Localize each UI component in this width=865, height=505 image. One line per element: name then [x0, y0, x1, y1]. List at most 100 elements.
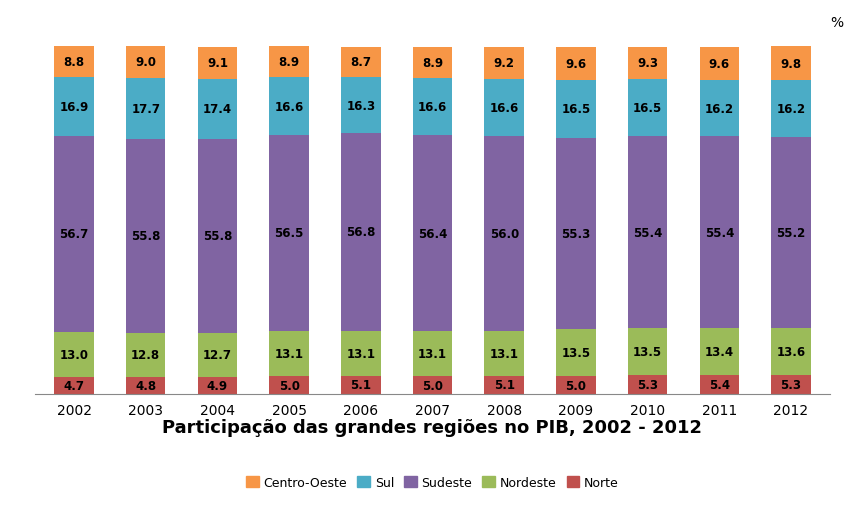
Bar — [772, 47, 811, 81]
Text: 5.0: 5.0 — [422, 379, 443, 392]
Text: 5.0: 5.0 — [566, 379, 586, 392]
Text: 9.3: 9.3 — [638, 57, 658, 70]
Text: 13.5: 13.5 — [633, 346, 662, 359]
Text: 56.5: 56.5 — [274, 227, 304, 240]
Bar — [700, 81, 739, 137]
Text: 9.6: 9.6 — [708, 58, 730, 71]
Bar — [628, 47, 667, 80]
Bar — [54, 333, 93, 378]
Bar — [700, 47, 739, 81]
Text: 4.8: 4.8 — [135, 379, 157, 392]
Text: 13.1: 13.1 — [418, 347, 447, 361]
Text: 9.6: 9.6 — [566, 58, 586, 71]
Bar — [628, 376, 667, 394]
Bar — [198, 140, 237, 333]
Text: 55.3: 55.3 — [561, 228, 591, 240]
Text: 17.4: 17.4 — [203, 103, 232, 116]
Bar — [628, 80, 667, 137]
Text: 13.0: 13.0 — [60, 348, 88, 362]
Bar — [269, 135, 309, 331]
Text: 16.5: 16.5 — [633, 102, 663, 115]
Bar — [341, 331, 381, 376]
Bar — [54, 136, 93, 333]
Bar — [772, 376, 811, 394]
Text: 5.1: 5.1 — [350, 379, 371, 391]
Bar — [198, 48, 237, 79]
Bar — [54, 78, 93, 136]
Text: 16.2: 16.2 — [705, 103, 734, 116]
Text: 5.3: 5.3 — [780, 378, 802, 391]
Bar — [413, 331, 452, 377]
Text: 16.3: 16.3 — [346, 99, 375, 113]
Text: 8.7: 8.7 — [350, 56, 371, 69]
Text: 5.4: 5.4 — [708, 378, 730, 391]
Bar — [269, 78, 309, 135]
Bar — [772, 137, 811, 328]
Text: 55.2: 55.2 — [777, 226, 805, 239]
Text: 13.1: 13.1 — [274, 347, 304, 361]
Bar — [269, 377, 309, 394]
Text: 16.6: 16.6 — [418, 100, 447, 114]
Bar — [341, 376, 381, 394]
Text: 55.8: 55.8 — [131, 230, 160, 243]
Text: 12.8: 12.8 — [131, 348, 160, 362]
Text: 16.5: 16.5 — [561, 104, 591, 116]
Bar — [54, 47, 93, 78]
Text: %: % — [830, 16, 843, 30]
Bar — [556, 81, 596, 138]
Text: 16.2: 16.2 — [777, 103, 805, 116]
Bar — [269, 47, 309, 78]
Bar — [700, 375, 739, 394]
Bar — [556, 377, 596, 394]
Bar — [126, 333, 165, 377]
Text: 56.7: 56.7 — [60, 228, 88, 241]
Text: 9.8: 9.8 — [780, 58, 802, 71]
Bar — [556, 138, 596, 330]
Text: 16.6: 16.6 — [274, 100, 304, 113]
Text: 55.4: 55.4 — [633, 226, 663, 239]
Bar — [484, 331, 524, 376]
Text: 9.1: 9.1 — [207, 57, 227, 70]
Bar — [772, 328, 811, 376]
Text: 13.1: 13.1 — [346, 347, 375, 360]
Bar — [628, 329, 667, 376]
Text: 8.9: 8.9 — [279, 56, 299, 69]
Bar — [126, 78, 165, 140]
Text: 9.0: 9.0 — [135, 57, 157, 69]
Text: 4.7: 4.7 — [63, 379, 85, 392]
Text: 9.2: 9.2 — [494, 57, 515, 70]
Text: 8.9: 8.9 — [422, 57, 443, 70]
Text: 56.8: 56.8 — [346, 226, 375, 239]
Bar — [772, 81, 811, 137]
Text: 8.8: 8.8 — [63, 56, 85, 69]
Text: 4.9: 4.9 — [207, 379, 228, 392]
Text: 56.0: 56.0 — [490, 227, 519, 240]
Bar — [484, 376, 524, 394]
Text: 55.8: 55.8 — [202, 230, 232, 243]
Bar — [269, 331, 309, 377]
Bar — [484, 79, 524, 137]
Text: 13.1: 13.1 — [490, 347, 519, 360]
Bar — [700, 137, 739, 329]
Bar — [628, 137, 667, 329]
Text: 56.4: 56.4 — [418, 227, 447, 240]
Text: 13.5: 13.5 — [561, 347, 591, 360]
Text: 12.7: 12.7 — [203, 348, 232, 362]
Bar — [341, 78, 381, 134]
Bar — [413, 47, 452, 78]
Bar — [126, 47, 165, 78]
Text: 13.4: 13.4 — [705, 345, 734, 359]
Text: 16.9: 16.9 — [60, 100, 88, 114]
Bar — [556, 330, 596, 377]
Bar — [341, 47, 381, 78]
Bar — [484, 47, 524, 79]
Bar — [341, 134, 381, 331]
Bar — [126, 377, 165, 394]
Text: 17.7: 17.7 — [131, 103, 160, 116]
Bar — [198, 79, 237, 140]
Text: 5.0: 5.0 — [279, 379, 299, 392]
Text: 16.6: 16.6 — [490, 102, 519, 115]
Text: 5.1: 5.1 — [494, 379, 515, 391]
Text: Participação das grandes regiões no PIB, 2002 - 2012: Participação das grandes regiões no PIB,… — [163, 418, 702, 436]
Bar — [484, 137, 524, 331]
